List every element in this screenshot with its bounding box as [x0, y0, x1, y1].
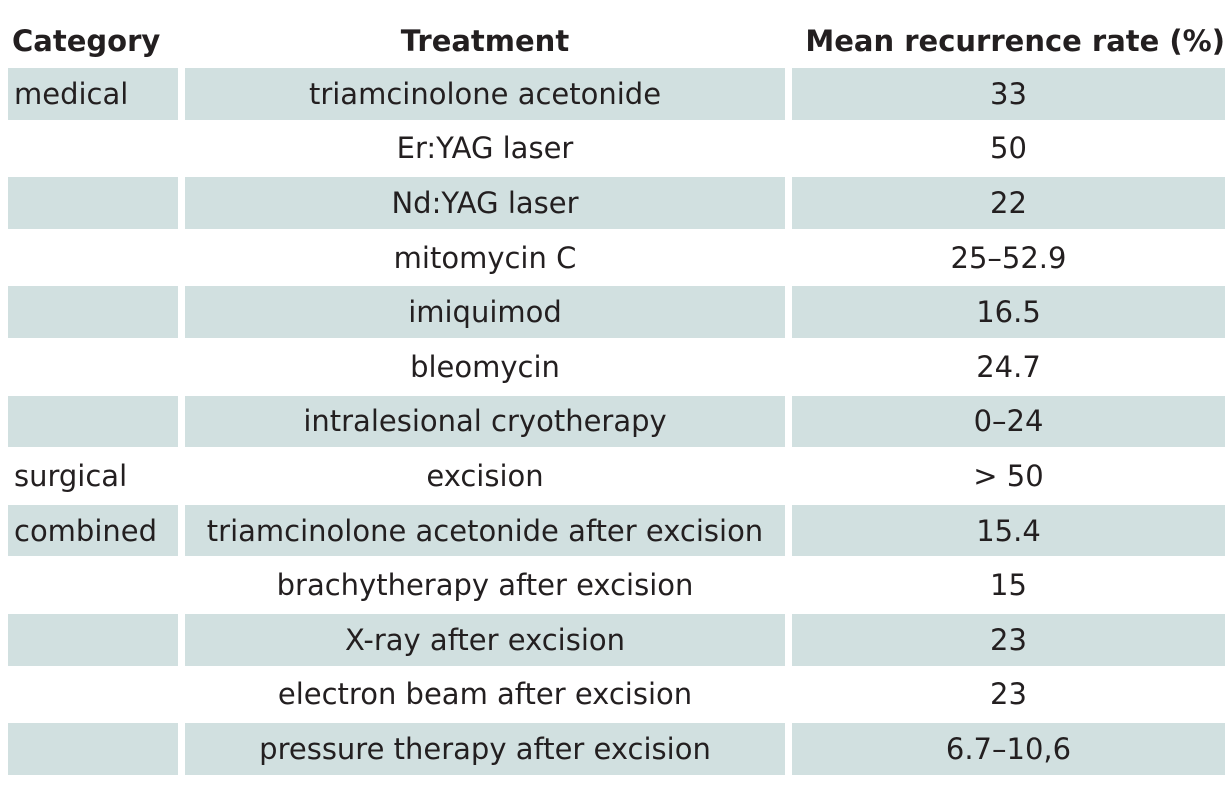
cell-treatment: excision — [426, 458, 544, 493]
cell-category: medical — [8, 68, 178, 120]
cell-recurrence-rate: 23 — [990, 677, 1027, 712]
cell-category — [8, 723, 178, 775]
cell-category — [8, 613, 178, 666]
cell-recurrence-rate: 22 — [792, 177, 1225, 229]
table-row: medical triamcinolone acetonide 33 — [8, 68, 1225, 123]
header-treatment: Treatment — [400, 24, 570, 58]
table-row: pressure therapy after excision 6.7–10,6 — [8, 723, 1225, 778]
cell-treatment: mitomycin C — [393, 240, 577, 275]
cell-category — [8, 559, 178, 611]
table-row: X-ray after excision 23 — [8, 613, 1225, 669]
cell-treatment: bleomycin — [410, 349, 560, 384]
table-row: mitomycin C 25–52.9 — [8, 232, 1225, 287]
cell-treatment: imiquimod — [185, 286, 785, 338]
cell-treatment: pressure therapy after excision — [185, 723, 785, 775]
header-recurrence-rate: Mean recurrence rate (%) — [805, 24, 1225, 58]
cell-category: combined — [8, 504, 178, 557]
cell-recurrence-rate: > 50 — [973, 458, 1044, 493]
cell-recurrence-rate: 25–52.9 — [950, 240, 1067, 275]
cell-treatment: electron beam after excision — [277, 677, 693, 712]
cell-category — [8, 395, 178, 448]
cell-recurrence-rate: 0–24 — [792, 395, 1225, 448]
cell-recurrence-rate: 50 — [990, 131, 1027, 166]
cell-category — [8, 341, 178, 393]
cell-category — [8, 232, 178, 284]
table-row: surgical excision > 50 — [8, 450, 1225, 505]
header-category: Category — [12, 24, 161, 58]
table-row: intralesional cryotherapy 0–24 — [8, 395, 1225, 451]
table-row: brachytherapy after excision 15 — [8, 559, 1225, 614]
cell-recurrence-rate: 15.4 — [792, 504, 1225, 557]
cell-recurrence-rate: 6.7–10,6 — [792, 723, 1225, 775]
cell-recurrence-rate: 33 — [792, 68, 1225, 120]
cell-treatment: triamcinolone acetonide after excision — [185, 504, 785, 557]
table-body: medical triamcinolone acetonide 33 Er:YAG l… — [8, 68, 1225, 778]
cell-category — [8, 123, 178, 175]
cell-recurrence-rate: 16.5 — [792, 286, 1225, 338]
cell-recurrence-rate: 24.7 — [976, 349, 1041, 384]
cell-treatment: Nd:YAG laser — [185, 177, 785, 229]
cell-category — [8, 177, 178, 229]
cell-treatment: triamcinolone acetonide — [185, 68, 785, 120]
cell-recurrence-rate: 15 — [990, 568, 1027, 603]
cell-category: surgical — [14, 458, 128, 493]
table-row: bleomycin 24.7 — [8, 341, 1225, 396]
cell-category — [8, 286, 178, 338]
table-row: Nd:YAG laser 22 — [8, 177, 1225, 232]
cell-category — [8, 669, 178, 721]
recurrence-table: Category Treatment Mean recurrence rate … — [8, 14, 1225, 778]
table-row: Er:YAG laser 50 — [8, 123, 1225, 178]
cell-recurrence-rate: 23 — [792, 613, 1225, 666]
table-header-row: Category Treatment Mean recurrence rate … — [8, 14, 1225, 68]
cell-treatment: intralesional cryotherapy — [185, 395, 785, 448]
table-row: electron beam after excision 23 — [8, 669, 1225, 724]
cell-treatment: Er:YAG laser — [396, 131, 574, 166]
cell-treatment: brachytherapy after excision — [276, 568, 694, 603]
table-row: imiquimod 16.5 — [8, 286, 1225, 341]
table-row: combined triamcinolone acetonide after ex… — [8, 504, 1225, 560]
cell-treatment: X-ray after excision — [185, 613, 785, 666]
